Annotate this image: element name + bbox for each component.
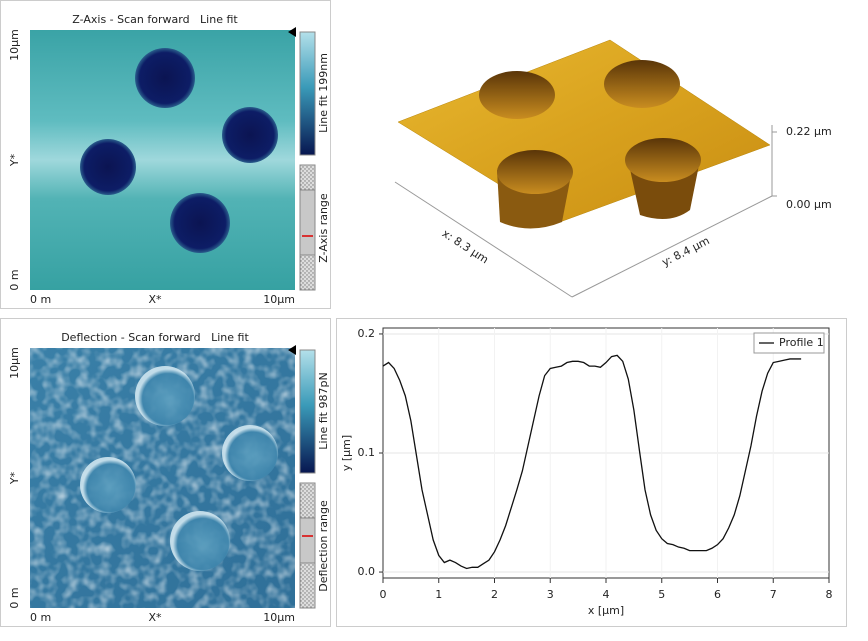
surface-render [394, 39, 777, 298]
colorbar [299, 349, 316, 474]
x-mid-label: X* [148, 293, 162, 306]
y-tick-label: 0.2 [358, 327, 376, 340]
scan-hole [170, 511, 230, 571]
x-right-label: 10µm [263, 293, 295, 306]
x-tick-label: 3 [547, 588, 554, 601]
x-left-label: 0 m [30, 611, 51, 624]
marker-triangle [288, 27, 296, 37]
range-label: Z-Axis range [317, 193, 330, 263]
x-tick-label: 4 [603, 588, 610, 601]
x-tick-label: 7 [770, 588, 777, 601]
x-tick-label: 2 [491, 588, 498, 601]
scan-hole [170, 193, 230, 253]
colorbar-label: Line fit 987pN [317, 372, 330, 449]
scan-hole [135, 48, 195, 108]
profile-line [382, 354, 802, 570]
colorbar-label: Line fit 199nm [317, 53, 330, 133]
range-label: Deflection range [317, 500, 330, 592]
panel-title: Deflection - Scan forward Line fit [61, 331, 249, 344]
scan-hole [80, 457, 136, 513]
y-tick-label: 0.1 [358, 446, 376, 459]
x-axis-label: x [µm] [588, 604, 624, 617]
panel-title: Z-Axis - Scan forward Line fit [72, 13, 238, 26]
scan-hole [135, 366, 195, 426]
range-window [299, 189, 316, 256]
x-tick-label: 8 [826, 588, 833, 601]
z-top-label: 0.22 µm [786, 125, 832, 138]
colorbar [299, 31, 316, 156]
panel-frame [0, 0, 331, 309]
legend-box [753, 332, 825, 354]
scan-hole [222, 107, 278, 163]
scan-hole [80, 139, 136, 195]
x-tick-label: 5 [658, 588, 665, 601]
marker-triangle [288, 345, 296, 355]
z-bottom-label: 0.00 µm [786, 198, 832, 211]
x-extent-label: x: 8.3 µm [440, 227, 491, 266]
y-bottom-label: 0 m [8, 587, 21, 608]
legend-label: Profile 1 [779, 336, 824, 349]
panel-frame [0, 318, 331, 627]
x-right-label: 10µm [263, 611, 295, 624]
range-window [299, 517, 316, 564]
panel-frame [336, 318, 847, 627]
y-bottom-label: 0 m [8, 269, 21, 290]
x-mid-label: X* [148, 611, 162, 624]
y-top-label: 10µm [8, 347, 21, 379]
y-mid-label: Y* [8, 153, 21, 167]
y-axis-label: y [µm] [340, 435, 353, 471]
x-tick-label: 6 [714, 588, 721, 601]
x-tick-label: 1 [435, 588, 442, 601]
y-tick-label: 0.0 [358, 565, 376, 578]
x-left-label: 0 m [30, 293, 51, 306]
y-top-label: 10µm [8, 29, 21, 61]
scan-hole [222, 425, 278, 481]
x-tick-label: 0 [380, 588, 387, 601]
y-mid-label: Y* [8, 471, 21, 485]
